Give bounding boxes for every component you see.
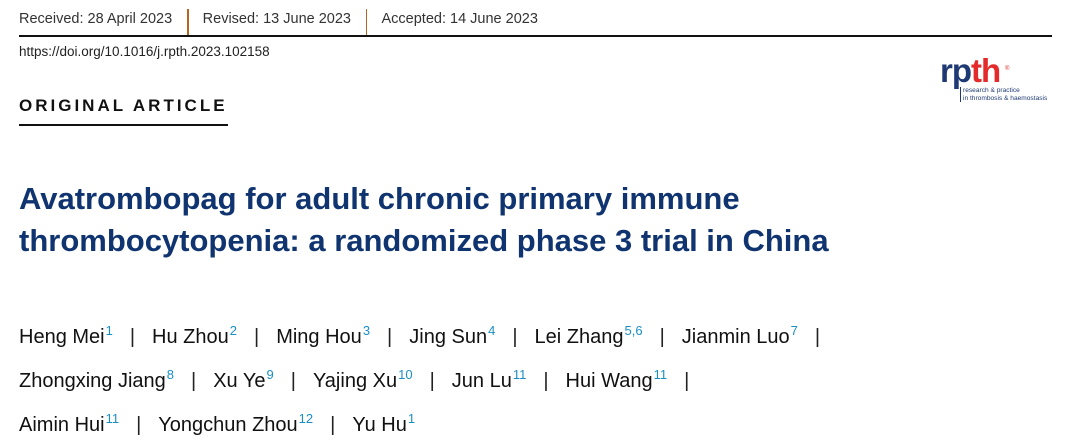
author[interactable]: Heng Mei1 [19,323,113,348]
affiliation-number[interactable]: 11 [653,367,668,382]
author-name: Yongchun Zhou [158,414,298,436]
affiliation-number[interactable]: 1 [105,323,113,338]
author[interactable]: Yajing Xu10 [312,367,413,392]
author-name: Lei Zhang [534,326,624,348]
author-separator: | [136,414,142,436]
author-list: Heng Mei1 | Hu Zhou2 | Ming Hou3 | Jing Sun4 | L… [19,312,837,444]
affiliation-number[interactable]: 8 [166,367,175,382]
logo-rp: rp [940,52,972,89]
journal-logo: rpth ® research & practice in thrombosis… [940,54,1060,107]
author[interactable]: Jing Sun4 [409,323,496,348]
author[interactable]: Hu Zhou2 [152,323,237,348]
author-name: Aimin Hui [19,414,105,436]
author-name: Hu Zhou [152,326,229,348]
affiliation-number[interactable]: 3 [362,323,371,338]
author-line: Aimin Hui11 | Yongchun Zhou12 | Yu Hu1 [19,400,837,444]
author-name: Ming Hou [276,326,362,348]
author-separator: | [290,370,296,392]
author-name: Hui Wang [565,370,653,392]
author-name: Jun Lu [451,370,512,392]
author-name: Jing Sun [409,326,488,348]
author-separator: | [512,326,518,348]
author-separator: | [191,370,197,392]
accepted-date: Accepted: 14 June 2023 [381,11,538,27]
author-name: Xu Ye [213,370,266,392]
affiliation-number[interactable]: 7 [790,323,798,338]
doi-link[interactable]: https://doi.org/10.1016/j.rpth.2023.1021… [19,44,270,59]
logo-line-2: in thrombosis & haemostasis [963,94,1048,102]
affiliation-number[interactable]: 2 [229,323,237,338]
author[interactable]: Aimin Hui11 [19,411,120,436]
received-date: Received: 28 April 2023 [19,11,173,27]
affiliation-number[interactable]: 4 [488,323,496,338]
author[interactable]: Yongchun Zhou12 [158,411,314,436]
author-separator: | [129,326,136,348]
author-separator: | [659,326,665,348]
author-line: Zhongxing Jiang8 | Xu Ye9 | Yajing Xu10 | Jun … [19,356,837,400]
title-line: Avatrombopag for adult chronic primary i… [19,181,740,216]
author-name: Yu Hu [352,414,407,436]
affiliation-number[interactable]: 5,6 [624,323,643,338]
author[interactable]: Yu Hu1 [352,411,416,436]
author-name: Yajing Xu [312,370,398,392]
date-divider [187,9,189,36]
author-separator: | [684,370,690,392]
logo-line-1: research & practice [963,87,1020,94]
revised-date: Revised: 13 June 2023 [202,11,351,27]
author-separator: | [429,370,435,392]
author[interactable]: Hui Wang11 [565,367,668,392]
affiliation-number[interactable]: 11 [512,367,527,382]
article-title: Avatrombopag for adult chronic primary i… [19,178,829,262]
logo-th: th [971,52,1001,89]
affiliation-number[interactable]: 12 [298,411,314,426]
author-name: Zhongxing Jiang [19,370,166,392]
author[interactable]: Ming Hou3 [276,323,371,348]
affiliation-number[interactable]: 9 [266,367,274,382]
author[interactable]: Jianmin Luo7 [681,323,798,348]
date-divider [365,9,368,36]
author-separator: | [814,326,821,348]
author[interactable]: Jun Lu11 [451,367,527,392]
title-line: thrombocytopenia: a randomized phase 3 t… [19,223,829,258]
affiliation-number[interactable]: 1 [407,411,416,426]
logo-registered-mark: ® [1005,66,1010,72]
author-separator: | [330,414,336,436]
article-type: ORIGINAL ARTICLE [19,96,228,126]
history-dates: Received: 28 April 2023 Revised: 13 June… [19,9,538,36]
affiliation-number[interactable]: 10 [398,367,413,382]
author-separator: | [543,370,549,392]
author-separator: | [254,326,260,348]
author-line: Heng Mei1 | Hu Zhou2 | Ming Hou3 | Jing Sun4 | L… [19,312,837,356]
author-separator: | [387,326,393,348]
author-name: Jianmin Luo [681,326,790,348]
author[interactable]: Lei Zhang5,6 [534,323,643,348]
logo-subtitle: research & practice in thrombosis & haem… [960,87,1047,102]
author-name: Heng Mei [19,326,105,348]
affiliation-number[interactable]: 11 [105,411,120,426]
author[interactable]: Xu Ye9 [213,367,274,392]
author[interactable]: Zhongxing Jiang8 [19,367,175,392]
header-rule [19,35,1052,37]
